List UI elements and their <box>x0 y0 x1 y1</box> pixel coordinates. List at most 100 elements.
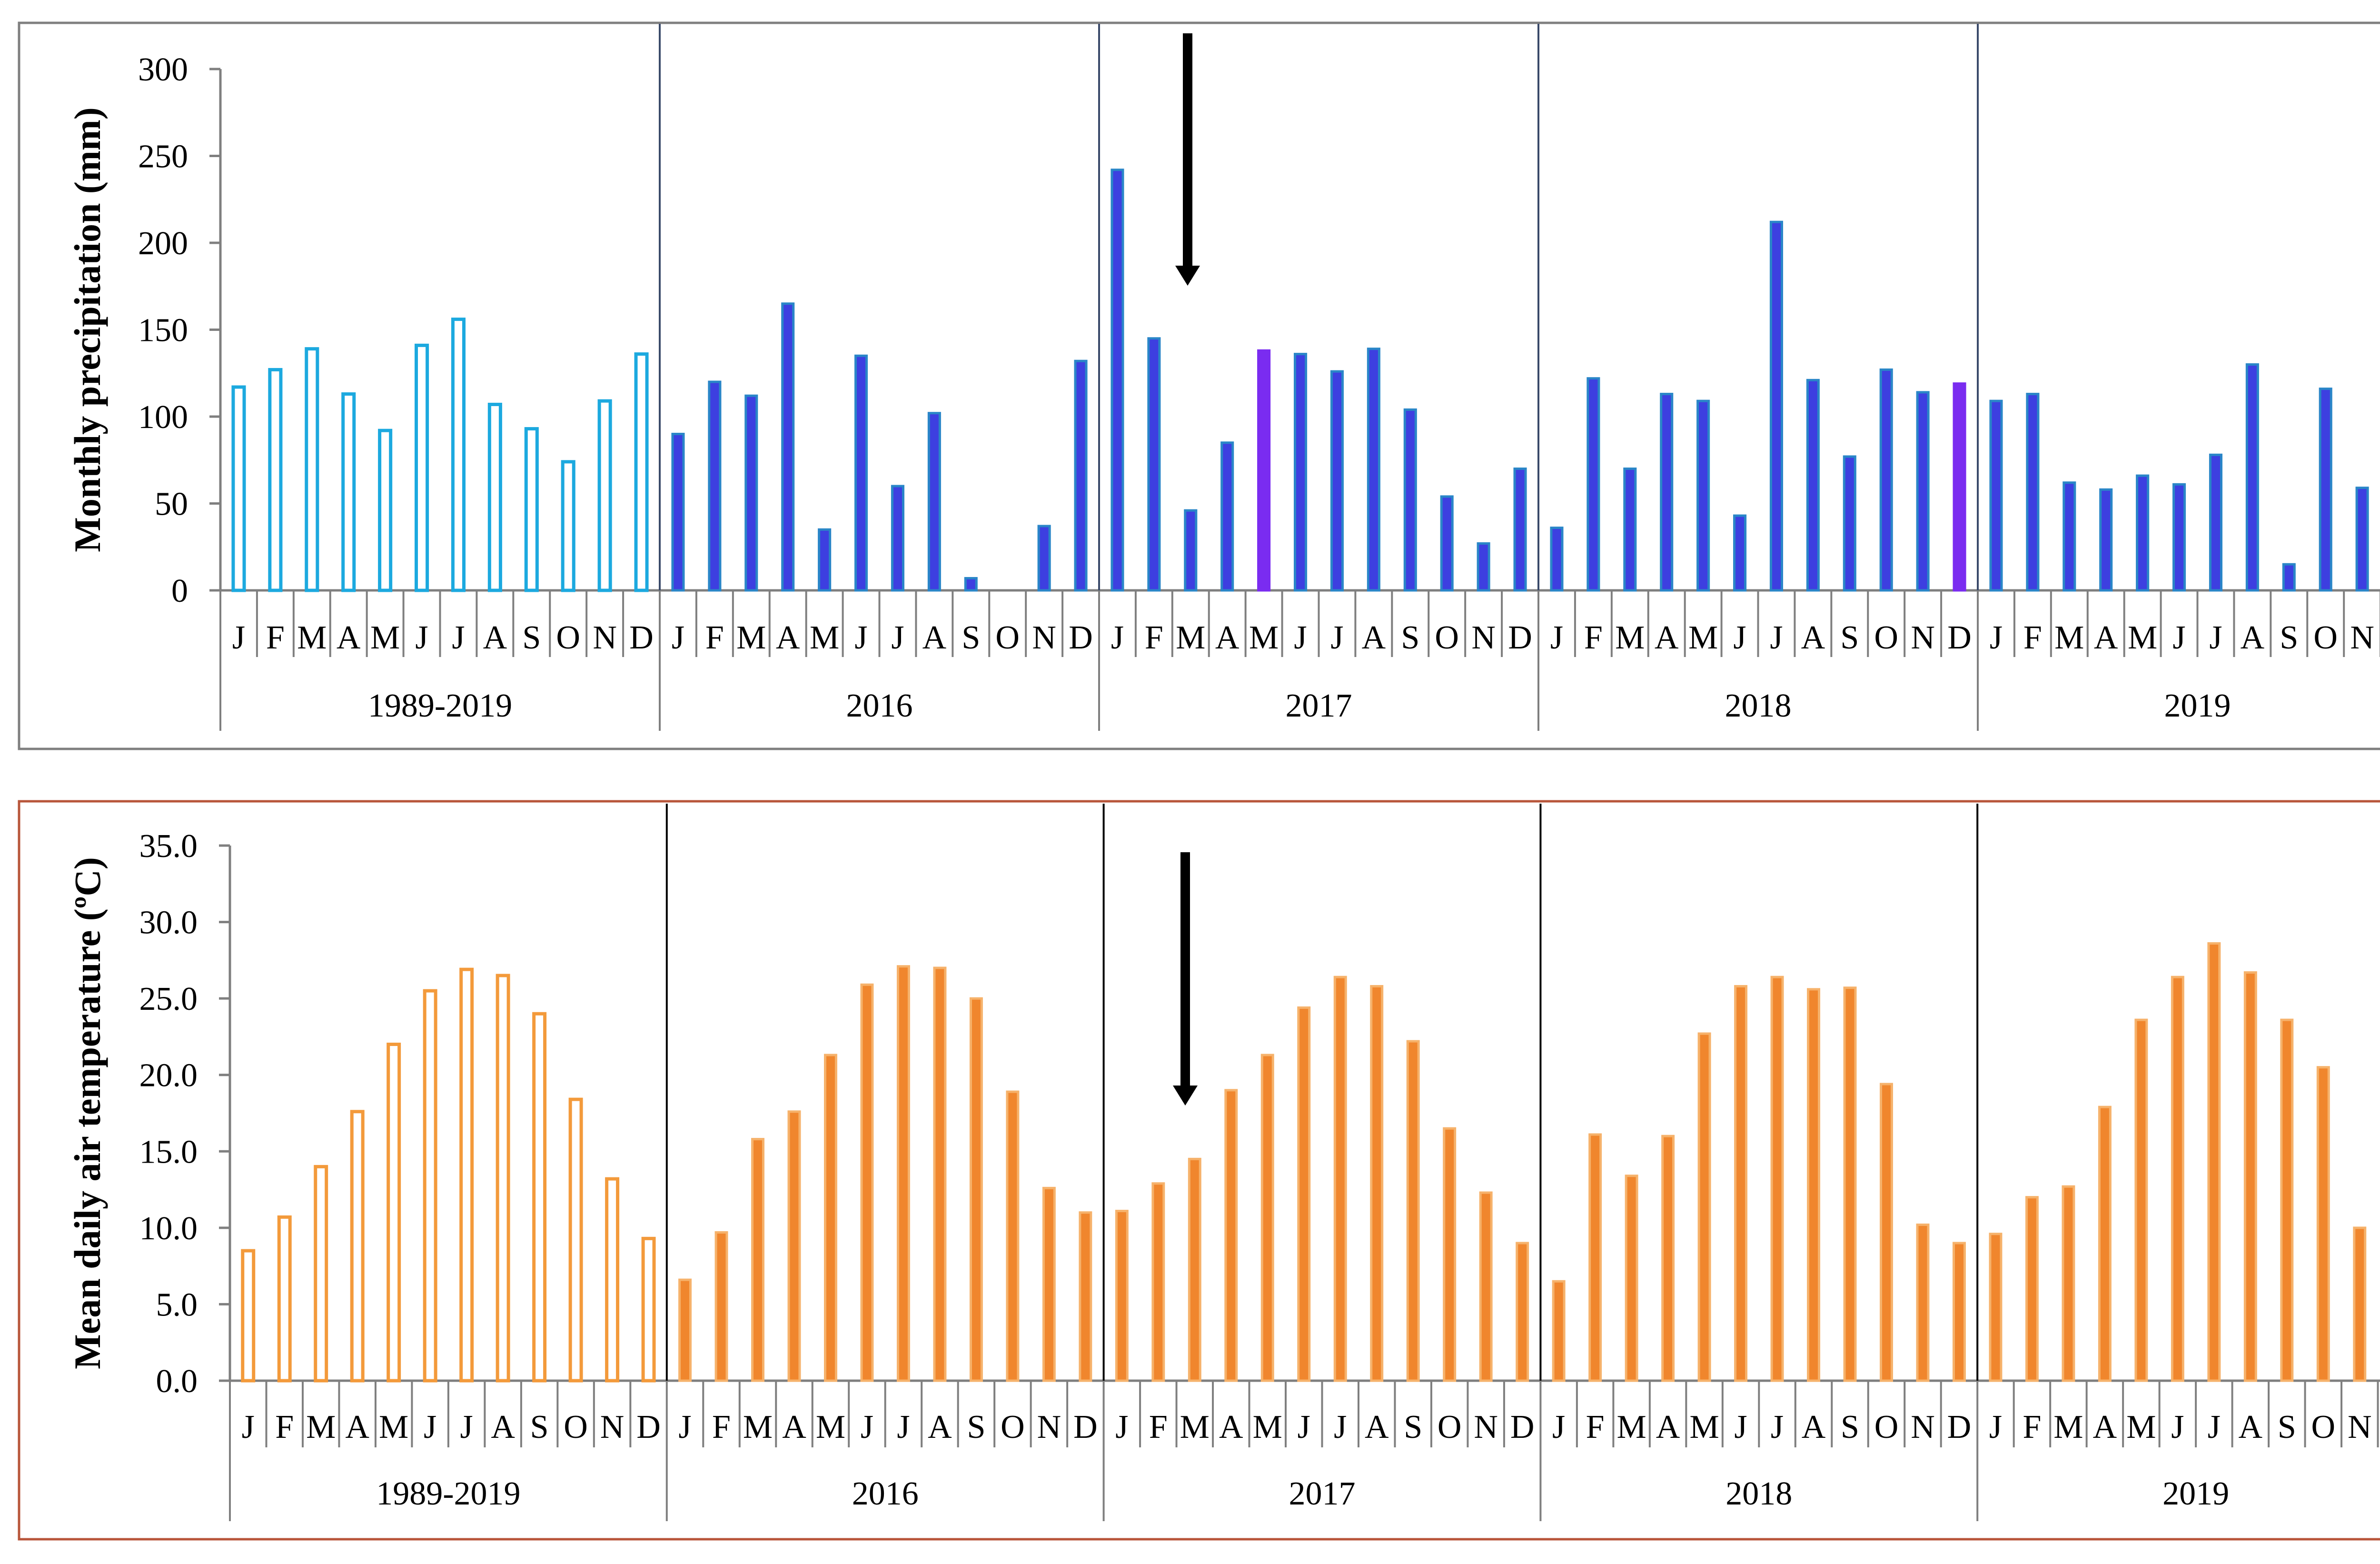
x-year-label: 2016 <box>852 1475 919 1512</box>
y-tick-label: 10.0 <box>139 1210 198 1247</box>
x-month-label: N <box>593 619 617 656</box>
x-month-label: N <box>1474 1409 1498 1445</box>
x-month-label: N <box>1037 1409 1061 1445</box>
bar-2019-10 <box>2353 1226 2367 1382</box>
panel-a-frame <box>18 21 2380 750</box>
bar-1989-2019-9 <box>568 1097 583 1383</box>
x-month-label: S <box>1401 619 1419 656</box>
bar-2016-9 <box>1006 1090 1020 1382</box>
bar-1989-2019-1 <box>268 368 283 592</box>
x-month-label: F <box>266 619 285 656</box>
x-month-label: N <box>1911 1409 1935 1445</box>
bar-2018-6 <box>1769 220 1783 592</box>
bar-2019-6 <box>2207 942 2221 1382</box>
bar-1989-2019-6 <box>459 967 474 1383</box>
bar-2019-5 <box>2172 483 2186 592</box>
x-month-label: J <box>424 1409 436 1445</box>
bar-2016-0 <box>678 1278 692 1382</box>
y-tick-label: 35.0 <box>139 828 198 865</box>
bar-2016-7 <box>927 412 941 592</box>
bar-1989-2019-7 <box>487 402 502 592</box>
x-month-label: D <box>636 1409 661 1445</box>
bar-2016-8 <box>969 997 983 1382</box>
x-year-label: 2018 <box>1726 1475 1792 1512</box>
x-month-label: F <box>1149 1409 1168 1445</box>
bar-2017-8 <box>1406 1040 1420 1382</box>
x-month-label: D <box>1510 1409 1535 1445</box>
x-month-label: A <box>1802 1409 1826 1445</box>
x-month-label: F <box>705 619 724 656</box>
x-month-label: S <box>1404 1409 1422 1445</box>
x-month-label: S <box>962 619 980 656</box>
x-month-label: J <box>1989 1409 2002 1445</box>
x-month-label: A <box>345 1409 369 1445</box>
panel-b-frame <box>18 800 2380 1541</box>
x-month-label: M <box>1688 619 1718 656</box>
x-month-label: J <box>1770 619 1783 656</box>
bar-2017-0 <box>1115 1210 1129 1382</box>
bar-2016-3 <box>787 1110 801 1382</box>
x-month-label: A <box>483 619 507 656</box>
x-year-label: 2017 <box>1286 687 1352 724</box>
bar-2019-6 <box>2209 453 2222 592</box>
x-month-label: M <box>2126 1409 2156 1445</box>
bar-2016-4 <box>818 528 832 592</box>
bar-2017-3 <box>1224 1089 1238 1382</box>
bar-2017-1 <box>1151 1182 1165 1382</box>
x-month-label: F <box>712 1409 731 1445</box>
x-month-label: O <box>1435 619 1459 656</box>
bar-1989-2019-8 <box>524 427 539 592</box>
x-month-label: F <box>2023 619 2042 656</box>
x-month-label: N <box>1032 619 1056 656</box>
bar-2018-6 <box>1770 976 1784 1382</box>
bar-2017-10 <box>1479 1191 1493 1382</box>
x-month-label: M <box>379 1409 408 1445</box>
x-month-label: J <box>672 619 684 656</box>
bar-2019-7 <box>2243 971 2257 1382</box>
bar-2018-5 <box>1733 514 1747 592</box>
x-month-label: M <box>1616 1409 1646 1445</box>
x-month-label: M <box>370 619 400 656</box>
x-month-label: J <box>1334 1409 1347 1445</box>
bar-2016-11 <box>1079 1211 1092 1382</box>
x-month-label: F <box>1586 1409 1605 1445</box>
bar-2018-0 <box>1550 527 1564 592</box>
y-tick-label: 200 <box>138 225 188 262</box>
x-month-label: M <box>743 1409 773 1445</box>
y-tick-label: 20.0 <box>139 1057 198 1094</box>
y-axis-title: Monthly precipitation (mm) <box>67 107 108 552</box>
x-month-label: J <box>1330 619 1343 656</box>
bar-2018-4 <box>1696 399 1710 592</box>
bar-2017-2 <box>1188 1157 1201 1382</box>
bar-2017-6 <box>1333 976 1347 1382</box>
bar-2017-7 <box>1370 985 1384 1382</box>
bar-2019-4 <box>2136 474 2150 592</box>
bar-1989-2019-5 <box>423 989 437 1383</box>
x-month-label: A <box>776 619 800 656</box>
x-month-label: J <box>1115 1409 1128 1445</box>
bar-2018-9 <box>1880 1083 1893 1382</box>
x-month-label: J <box>2171 1409 2184 1445</box>
x-month-label: A <box>2241 619 2265 656</box>
bar-2018-7 <box>1807 988 1820 1382</box>
bar-2018-2 <box>1623 468 1637 592</box>
bar-2017-7 <box>1367 348 1380 592</box>
y-tick-label: 5.0 <box>156 1286 198 1323</box>
bar-2018-11 <box>1953 382 1966 592</box>
x-month-label: J <box>2209 619 2222 656</box>
x-month-label: M <box>306 1409 336 1445</box>
bar-2016-1 <box>708 380 722 592</box>
x-month-label: J <box>242 1409 255 1445</box>
y-tick-label: 300 <box>138 51 188 88</box>
x-month-label: M <box>2128 619 2157 656</box>
x-month-label: A <box>782 1409 806 1445</box>
x-month-label: J <box>1550 619 1563 656</box>
x-month-label: A <box>922 619 947 656</box>
bar-2019-8 <box>2282 563 2296 592</box>
x-month-label: A <box>337 619 361 656</box>
bar-2017-9 <box>1443 1127 1457 1382</box>
x-month-label: J <box>678 1409 691 1445</box>
x-month-label: O <box>1874 1409 1899 1445</box>
bar-2018-9 <box>1879 368 1893 592</box>
x-month-label: J <box>232 619 245 656</box>
